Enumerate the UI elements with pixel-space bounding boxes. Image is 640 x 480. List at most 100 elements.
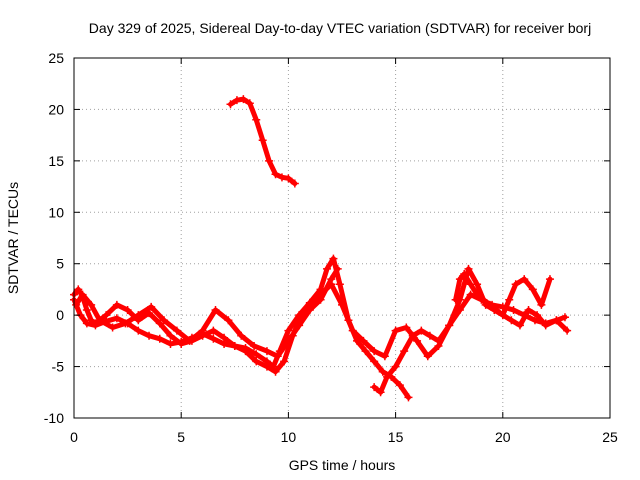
data-point bbox=[370, 357, 379, 366]
x-tick-label: 0 bbox=[70, 429, 78, 445]
x-tick-label: 20 bbox=[495, 429, 511, 445]
y-tick-label: -10 bbox=[44, 410, 64, 426]
y-tick-label: 0 bbox=[56, 307, 64, 323]
data-point bbox=[451, 295, 460, 304]
data-point bbox=[380, 352, 389, 361]
data-point bbox=[473, 290, 482, 299]
data-point bbox=[220, 333, 229, 342]
data-point bbox=[507, 316, 516, 325]
data-point bbox=[404, 393, 413, 402]
data-point bbox=[252, 357, 261, 366]
data-point bbox=[82, 319, 91, 328]
data-point bbox=[329, 254, 338, 263]
y-tick-label: 25 bbox=[48, 50, 64, 66]
data-point bbox=[252, 350, 261, 359]
data-point bbox=[505, 295, 514, 304]
series-line-arc-1 bbox=[71, 256, 411, 400]
data-point bbox=[239, 95, 248, 104]
data-point bbox=[160, 316, 169, 325]
data-point bbox=[391, 362, 400, 371]
data-point bbox=[155, 334, 164, 343]
y-tick-label: 10 bbox=[48, 204, 64, 220]
data-point bbox=[413, 336, 422, 345]
data-point bbox=[245, 99, 254, 108]
data-point bbox=[395, 381, 404, 390]
data-point bbox=[560, 313, 569, 322]
data-point bbox=[226, 100, 235, 109]
y-tick-label: 5 bbox=[56, 256, 64, 272]
y-tick-label: 20 bbox=[48, 101, 64, 117]
x-tick-label: 25 bbox=[602, 429, 618, 445]
data-point bbox=[262, 362, 271, 371]
data-point bbox=[305, 306, 314, 314]
data-point bbox=[455, 275, 464, 284]
data-point bbox=[112, 300, 121, 309]
data-point bbox=[78, 290, 87, 299]
x-tick-label: 5 bbox=[177, 429, 185, 445]
data-point bbox=[145, 331, 154, 340]
data-point bbox=[327, 275, 336, 284]
data-point bbox=[359, 336, 368, 345]
data-point bbox=[277, 173, 286, 182]
data-point bbox=[209, 326, 218, 335]
data-point bbox=[290, 179, 299, 188]
data-point bbox=[338, 300, 346, 309]
data-point bbox=[408, 331, 417, 340]
data-point bbox=[74, 285, 83, 294]
data-point bbox=[237, 331, 246, 340]
data-point bbox=[445, 321, 454, 330]
data-point bbox=[485, 300, 494, 309]
x-tick-label: 15 bbox=[388, 429, 404, 445]
data-point bbox=[271, 367, 280, 376]
data-point bbox=[370, 383, 379, 392]
data-point bbox=[563, 326, 572, 335]
data-point bbox=[545, 275, 554, 284]
data-point bbox=[258, 136, 267, 145]
y-tick-label: 15 bbox=[48, 153, 64, 169]
data-point bbox=[95, 316, 104, 325]
data-point bbox=[250, 342, 259, 350]
data-point bbox=[166, 331, 175, 340]
data-point bbox=[434, 336, 443, 345]
data-point bbox=[295, 321, 304, 330]
data-point bbox=[322, 264, 331, 273]
data-point bbox=[479, 295, 488, 304]
data-point bbox=[82, 306, 91, 314]
data-point bbox=[460, 270, 469, 278]
data-point bbox=[520, 275, 529, 284]
data-point bbox=[335, 280, 344, 289]
data-point bbox=[515, 321, 524, 330]
data-point bbox=[509, 306, 518, 314]
data-point bbox=[108, 323, 117, 332]
data-point bbox=[134, 311, 143, 320]
data-point bbox=[376, 388, 385, 397]
data-point bbox=[280, 357, 289, 366]
data-point bbox=[464, 264, 473, 273]
data-point bbox=[147, 302, 156, 311]
data-point bbox=[91, 319, 100, 328]
data-point bbox=[425, 331, 434, 340]
data-point bbox=[241, 347, 250, 356]
chart-title: Day 329 of 2025, Sidereal Day-to-day VTE… bbox=[89, 20, 591, 36]
data-point bbox=[316, 295, 325, 304]
data-point bbox=[284, 336, 293, 345]
data-point bbox=[112, 314, 121, 323]
data-point bbox=[224, 316, 233, 325]
data-point bbox=[284, 174, 293, 183]
data-point bbox=[370, 347, 379, 356]
data-point bbox=[209, 334, 218, 343]
y-tick-label: -5 bbox=[52, 359, 65, 375]
data-point bbox=[271, 170, 280, 179]
data-point bbox=[378, 367, 387, 376]
data-point bbox=[284, 326, 293, 335]
data-point bbox=[552, 316, 561, 325]
data-point bbox=[87, 316, 96, 325]
data-point bbox=[102, 311, 111, 320]
data-point bbox=[541, 321, 550, 330]
data-point bbox=[134, 326, 143, 335]
data-point bbox=[273, 352, 282, 361]
data-point bbox=[198, 326, 207, 335]
data-point bbox=[87, 300, 96, 309]
data-point bbox=[155, 319, 164, 328]
data-point bbox=[511, 280, 520, 289]
